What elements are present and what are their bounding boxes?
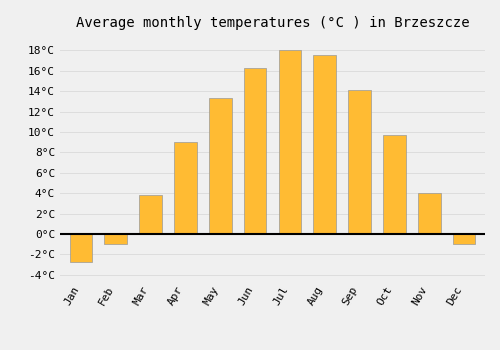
Bar	[140, 195, 162, 234]
Bar	[348, 90, 371, 234]
Bar	[70, 234, 92, 261]
Bar	[314, 55, 336, 234]
Bar	[104, 234, 127, 244]
Bar	[278, 50, 301, 234]
Bar	[418, 193, 440, 234]
Bar	[453, 234, 475, 244]
Bar	[174, 142, 197, 234]
Title: Average monthly temperatures (°C ) in Brzeszcze: Average monthly temperatures (°C ) in Br…	[76, 16, 469, 30]
Bar	[209, 98, 232, 234]
Bar	[244, 68, 266, 234]
Bar	[383, 135, 406, 234]
